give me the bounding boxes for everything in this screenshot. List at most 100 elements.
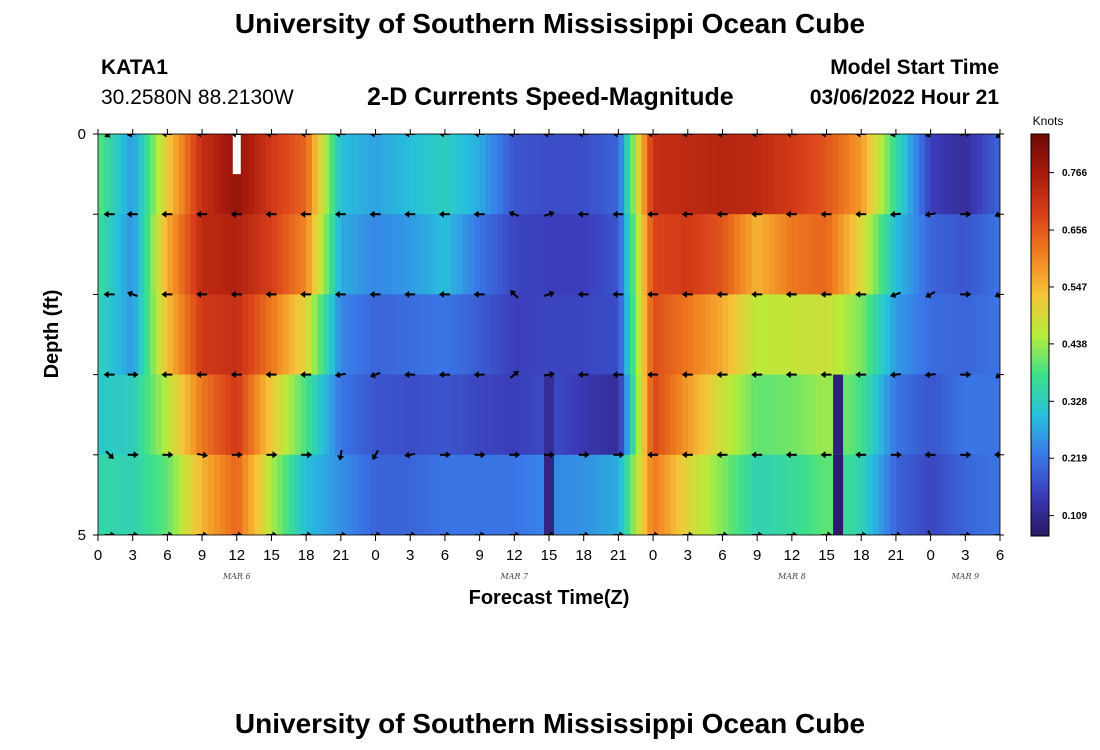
heatmap-cell xyxy=(566,134,573,215)
heatmap-cell xyxy=(959,294,966,376)
heatmap-cell xyxy=(473,214,481,295)
heatmap-cell xyxy=(340,134,348,215)
arrow-head xyxy=(965,134,972,138)
arrow-head xyxy=(376,531,382,535)
heatmap-cell xyxy=(109,214,116,295)
heatmap-cell xyxy=(629,134,637,215)
heatmap-cell xyxy=(155,454,163,535)
heatmap-cell xyxy=(346,374,354,456)
heatmap-cell xyxy=(895,454,903,535)
heatmap-cell xyxy=(544,454,554,535)
heatmap-cell xyxy=(190,134,197,215)
heatmap-cell xyxy=(832,134,839,215)
current-arrow xyxy=(855,290,867,298)
heatmap-cell xyxy=(739,374,747,456)
heatmap-cell xyxy=(311,134,319,215)
heatmap-cell xyxy=(687,134,695,215)
heatmap-cell xyxy=(670,294,677,376)
heatmap-cell xyxy=(947,134,955,215)
heatmap-cell xyxy=(444,294,452,376)
heatmap-cell xyxy=(947,214,955,295)
arrow-head xyxy=(994,291,1000,298)
heatmap-cell xyxy=(306,134,313,215)
heatmap-cell xyxy=(126,454,134,535)
arrow-head xyxy=(411,531,417,535)
heatmap-cell xyxy=(814,454,822,535)
current-arrow xyxy=(266,531,278,535)
heatmap-cell xyxy=(595,134,602,215)
arrow-shaft xyxy=(927,530,933,535)
heatmap-cell xyxy=(311,374,319,456)
arrow-head xyxy=(681,210,687,218)
heatmap-cell xyxy=(421,294,429,376)
heatmap-cell xyxy=(462,374,469,456)
current-arrow xyxy=(127,531,139,535)
heatmap-cell xyxy=(734,374,741,456)
heatmap-cell xyxy=(340,294,348,376)
heatmap-cell xyxy=(496,214,504,295)
current-arrow xyxy=(960,371,972,379)
heatmap-cell xyxy=(317,214,325,295)
heatmap-cell xyxy=(375,294,382,376)
heatmap-cell xyxy=(913,134,920,215)
arrow-head xyxy=(550,451,555,459)
heatmap-cell xyxy=(814,134,822,215)
heatmap-cell xyxy=(115,134,122,215)
heatmap-cell xyxy=(306,294,313,376)
heatmap-cell xyxy=(670,214,677,295)
heatmap-cell xyxy=(716,214,724,295)
heatmap-cell xyxy=(942,294,949,376)
heatmap-cell xyxy=(959,374,966,456)
colorbar-unit: Knots xyxy=(1033,114,1064,128)
heatmap-cell xyxy=(745,134,752,215)
heatmap-cell xyxy=(612,134,619,215)
heatmap-cell xyxy=(913,454,920,535)
heatmap-cell xyxy=(265,294,273,376)
heatmap-cell xyxy=(514,134,521,215)
current-arrow xyxy=(404,451,416,459)
arrow-head xyxy=(619,451,625,459)
heatmap-cell xyxy=(601,294,608,376)
current-arrow xyxy=(820,371,832,379)
heatmap-cell xyxy=(681,294,689,376)
heatmap-cell xyxy=(178,454,186,535)
heatmap-cell xyxy=(554,294,562,376)
current-arrow xyxy=(405,531,417,535)
heatmap-cell xyxy=(230,214,238,295)
heatmap-cell xyxy=(462,454,469,535)
heatmap-cell xyxy=(612,374,619,456)
heatmap-cell xyxy=(577,374,585,456)
current-arrow xyxy=(889,210,901,218)
heatmap-cell xyxy=(803,294,810,376)
heatmap-cell xyxy=(363,134,371,215)
x-tick-label: 0 xyxy=(94,547,102,564)
heatmap-cell xyxy=(745,214,752,295)
heatmap-cell xyxy=(849,134,857,215)
heatmap-cell xyxy=(710,294,718,376)
current-arrow xyxy=(612,371,624,379)
heatmap-cell xyxy=(115,374,122,456)
heatmap-cell xyxy=(213,454,221,535)
heatmap-cell xyxy=(768,134,776,215)
heatmap-cell xyxy=(531,374,539,456)
heatmap-cell xyxy=(184,374,192,456)
heatmap-cell xyxy=(456,214,463,295)
arrow-head xyxy=(577,210,583,218)
heatmap-cell xyxy=(387,294,394,376)
current-arrow xyxy=(647,371,659,379)
heatmap-cell xyxy=(658,214,666,295)
x-tick-label: 3 xyxy=(406,547,414,564)
heatmap-cell xyxy=(797,214,805,295)
heatmap-cell xyxy=(838,134,845,215)
heatmap-cell xyxy=(647,374,654,456)
heatmap-cell xyxy=(867,134,874,215)
arrow-head xyxy=(889,371,896,379)
x-axis-label: Forecast Time(Z) xyxy=(469,587,630,609)
current-arrow xyxy=(369,290,381,298)
heatmap-cell xyxy=(901,214,909,295)
arrow-head xyxy=(272,531,278,535)
heatmap-cell xyxy=(369,454,377,535)
heatmap-cell xyxy=(167,454,174,535)
arrow-head xyxy=(855,210,861,218)
heatmap-cell xyxy=(317,374,325,456)
